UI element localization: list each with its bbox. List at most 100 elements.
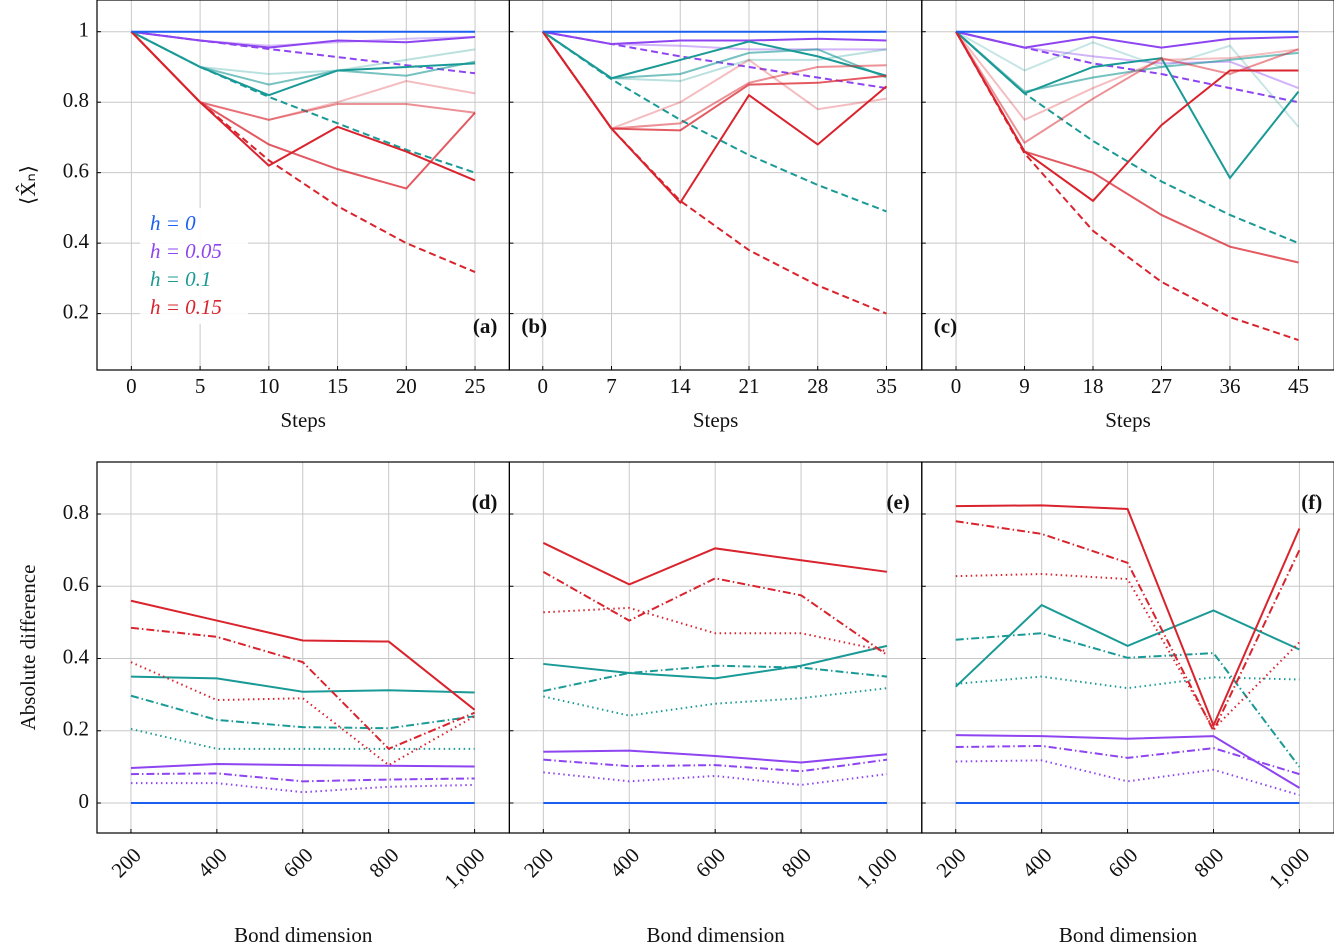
series-line [955,31,1299,122]
x-tick-label: 18 [1082,374,1103,398]
series-line [542,30,887,80]
y-tick-label: 0.2 [63,717,89,741]
x-axis-label: Bond dimension [1059,923,1198,947]
x-tick-label: 200 [931,843,970,882]
series-line [130,763,475,769]
legend-entry: h = 0.05 [150,239,222,263]
y-tick-label: 1 [79,18,90,42]
series-line [955,520,1301,734]
panel-label: (c) [934,314,957,338]
x-tick-label: 800 [364,843,403,882]
panel-label: (e) [886,490,909,514]
series-line [955,734,1300,789]
y-tick-label: 0.4 [63,229,90,253]
y-tick-label: 0.2 [63,299,89,323]
x-tick-label: 800 [1189,843,1228,882]
series-line [955,31,1299,145]
series-line [542,570,888,656]
series-line [130,30,476,97]
series-line [955,759,1300,797]
series-line [955,744,1300,776]
series-line [955,30,1299,49]
series-line [955,30,1299,245]
series-line [542,542,888,586]
plot-frame [921,0,1334,371]
y-axis-label: Absolute difference [16,565,40,731]
series-line [542,30,887,213]
series-line [543,606,888,653]
x-tick-label: 10 [258,374,279,398]
series-line [955,603,1300,688]
series-line [131,30,476,49]
series-line [130,772,475,783]
x-tick-label: 21 [738,374,759,398]
x-tick-label: 1,000 [852,843,902,893]
x-tick-label: 27 [1151,374,1172,398]
x-tick-label: 20 [396,374,417,398]
series-line [130,694,475,730]
x-tick-label: 14 [670,374,692,398]
series-line [130,675,475,694]
series-line [955,572,1301,731]
series-line [955,30,1299,93]
series-line [543,644,888,680]
series-line [543,749,888,764]
panel-label: (f) [1301,490,1322,514]
y-tick-label: 0.6 [63,572,89,596]
x-tick-label: 200 [519,843,558,882]
legend-entry: h = 0 [150,211,196,235]
series-line [543,758,888,773]
legend-box [140,208,248,324]
y-tick-label: 0.8 [63,88,89,112]
series-line [955,504,1301,728]
x-axis-label: Bond dimension [646,923,785,947]
plot-frame [508,0,923,371]
x-tick-label: 36 [1219,374,1240,398]
x-tick-label: 25 [465,374,486,398]
x-tick-label: 0 [951,374,962,398]
y-tick-label: 0.8 [63,500,89,524]
x-axis-label: Steps [1105,408,1151,432]
series-line [955,632,1301,768]
y-tick-label: 0.4 [63,644,90,668]
x-tick-label: 800 [777,843,816,882]
x-tick-label: 1,000 [1264,843,1314,893]
series-line [130,30,476,174]
series-line [130,626,475,751]
x-tick-label: 9 [1019,374,1030,398]
y-tick-label: 0 [79,789,90,813]
x-axis-label: Steps [280,408,326,432]
x-tick-label: 600 [278,843,317,882]
x-tick-label: 35 [876,374,897,398]
series-line [130,31,476,182]
x-tick-label: 15 [327,374,348,398]
x-tick-label: 200 [107,843,146,882]
x-tick-label: 400 [193,843,232,882]
x-tick-label: 7 [606,374,617,398]
series-line [543,664,888,693]
panel-label: (d) [472,490,498,514]
y-axis-label: ⟨X̂ₙ⟩ [16,165,40,205]
series-line [955,30,1300,180]
x-axis-label: Steps [693,408,739,432]
x-tick-label: 0 [126,374,137,398]
x-tick-label: 600 [1103,843,1142,882]
panel-label: (b) [521,314,547,338]
series-line [541,31,888,205]
x-tick-label: 400 [1017,843,1056,882]
series-line [542,30,887,46]
x-tick-label: 28 [807,374,828,398]
legend-entry: h = 0.1 [150,267,211,291]
series-line [955,31,1299,203]
series-line [130,599,476,711]
x-tick-label: 400 [605,843,644,882]
x-tick-label: 1,000 [439,843,489,893]
plot-frame [921,461,1334,834]
x-axis-label: Bond dimension [234,923,373,947]
panel-label: (a) [473,314,498,338]
x-tick-label: 5 [195,374,206,398]
y-tick-label: 0.6 [63,158,89,182]
x-tick-label: 45 [1288,374,1309,398]
